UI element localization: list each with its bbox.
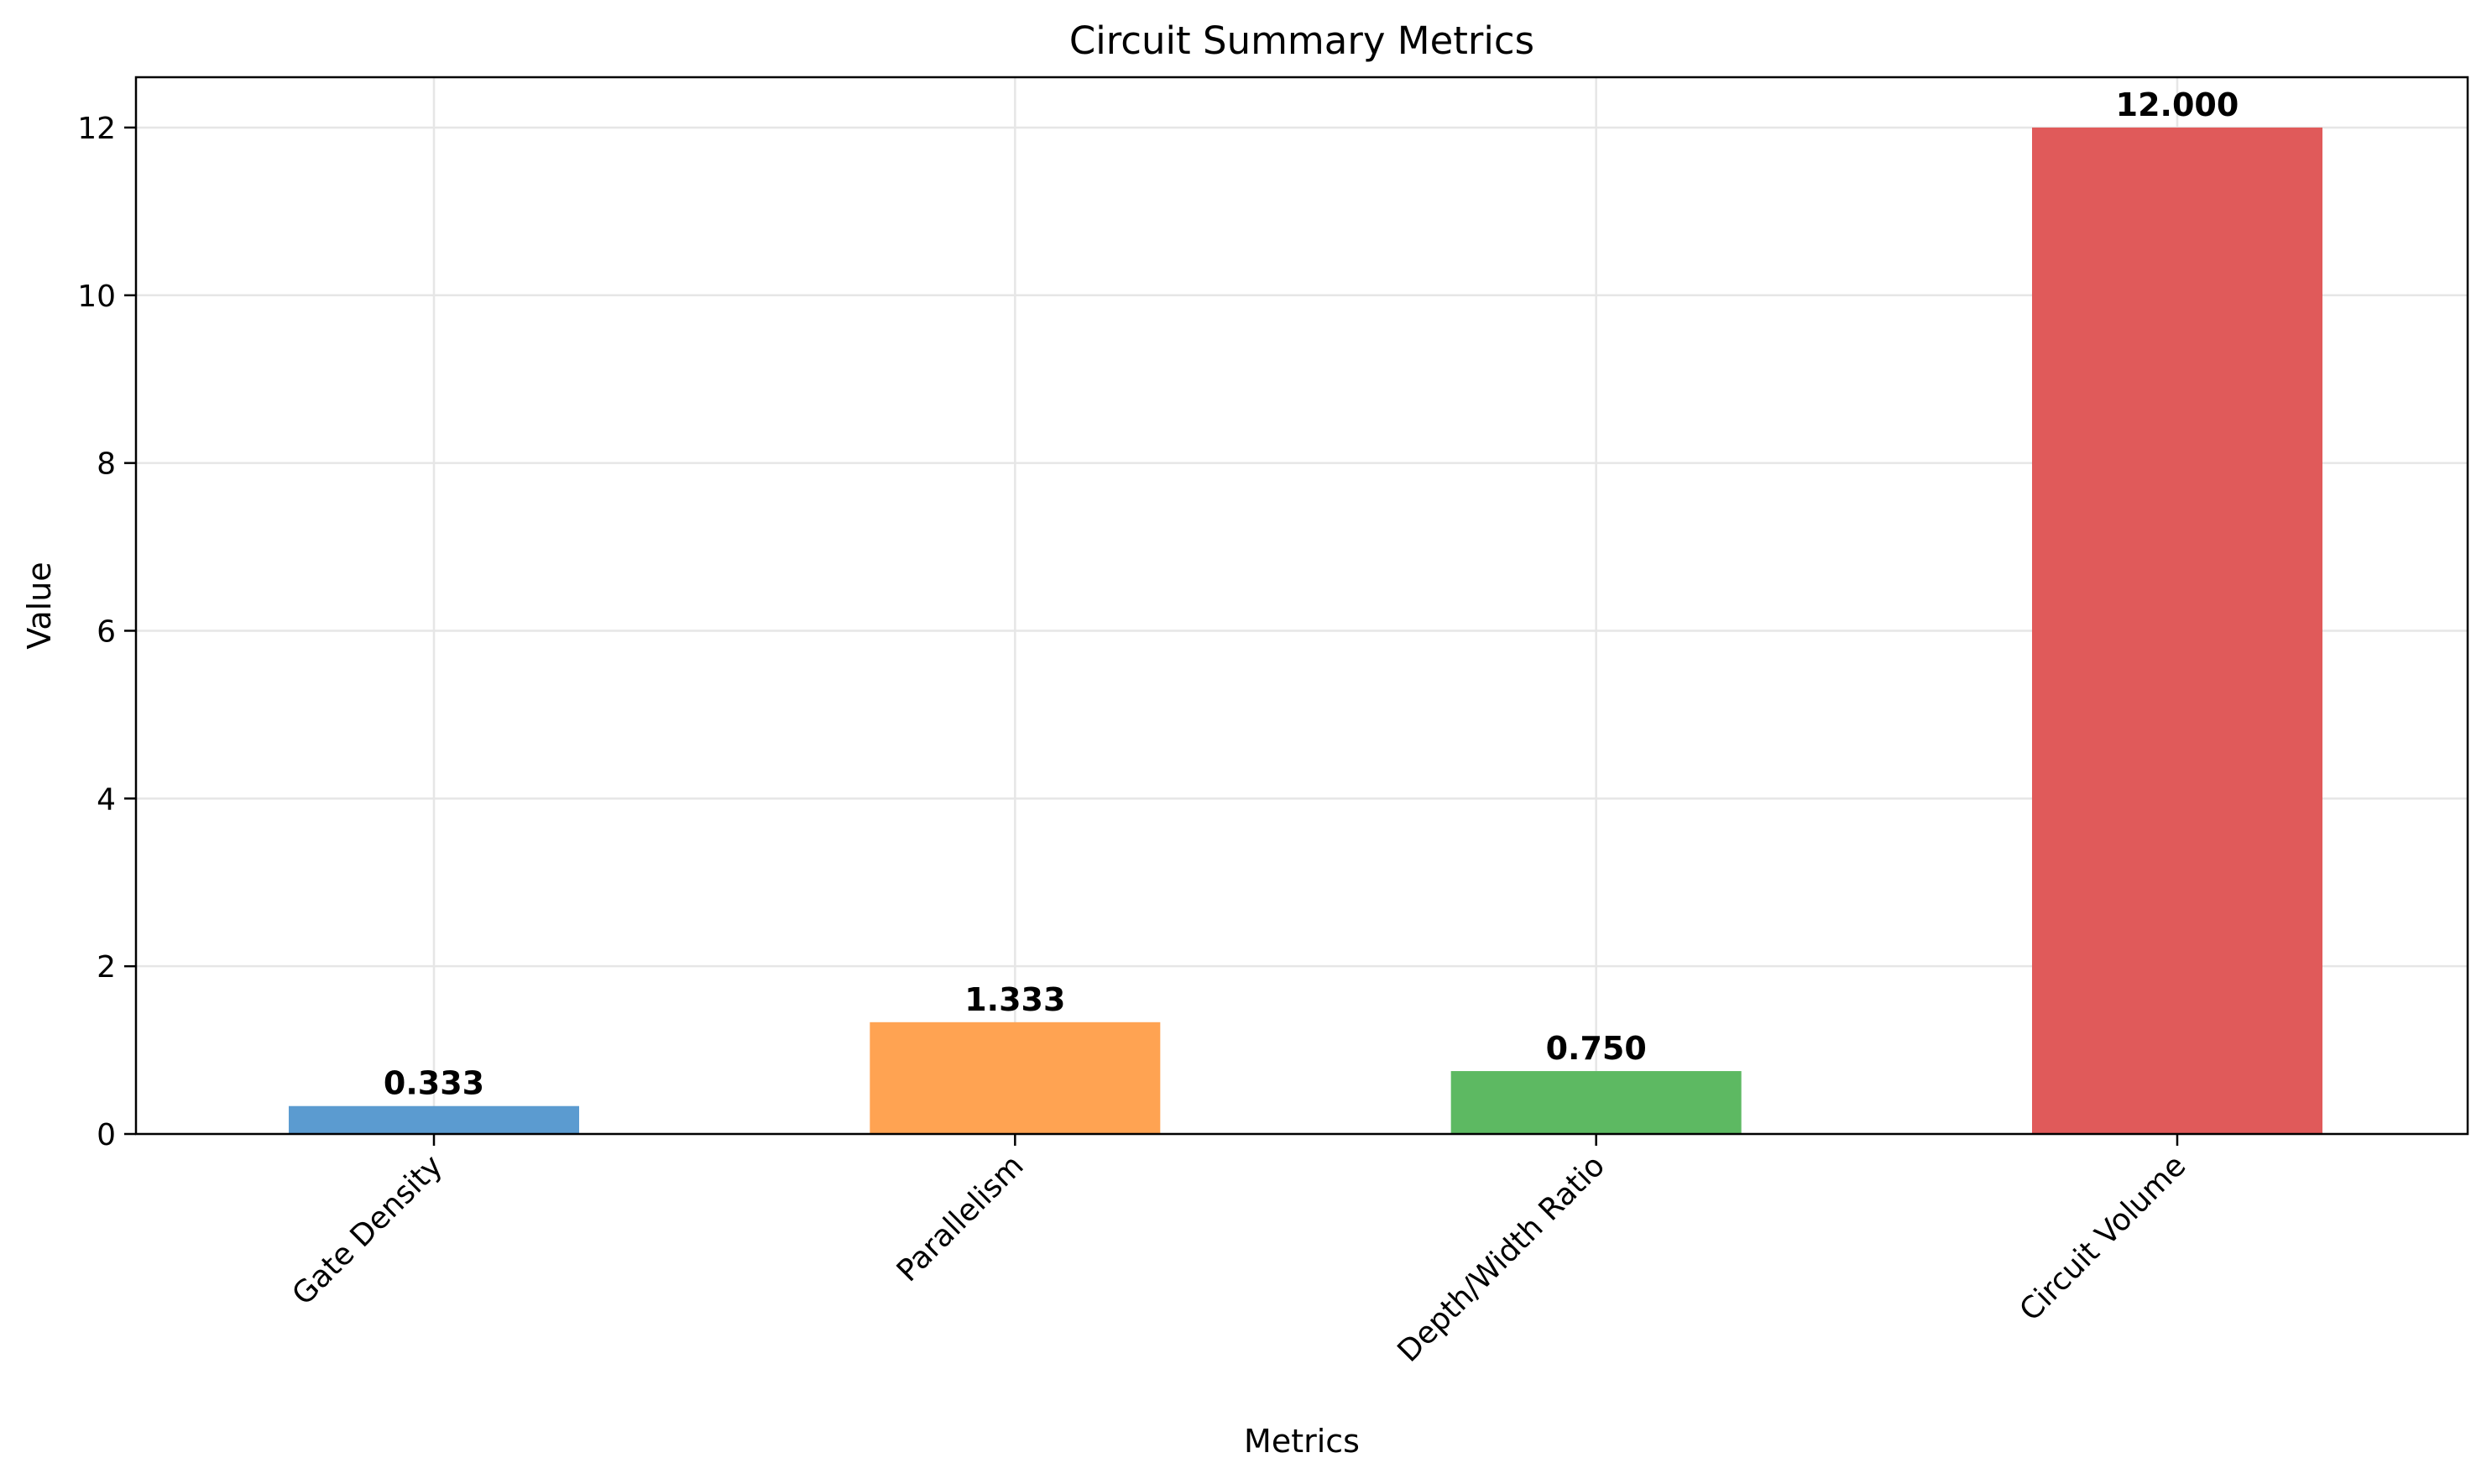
- x-tick-label: Circuit Volume: [2014, 1148, 2193, 1328]
- x-axis-title: Metrics: [1244, 1423, 1360, 1460]
- y-axis-ticks: 0 2 4 6 8 10 12: [77, 112, 136, 1152]
- plot-area-frame: [134, 76, 2469, 1136]
- bar: [2032, 127, 2322, 1134]
- bars: [289, 127, 2322, 1134]
- y-tick-label: 8: [97, 447, 116, 482]
- bar-value-label: 0.750: [1546, 1030, 1647, 1067]
- x-tick-label: Depth/Width Ratio: [1392, 1148, 1612, 1369]
- x-tick-label: Parallelism: [891, 1148, 1031, 1288]
- x-axis-ticks: Gate Density Parallelism Depth/Width Ratio…: [286, 1134, 2193, 1369]
- x-tick-label: Gate Density: [286, 1148, 450, 1312]
- y-tick-label: 10: [77, 280, 116, 314]
- y-axis-title: Value: [21, 562, 58, 649]
- y-tick-label: 4: [97, 782, 116, 817]
- bar: [870, 1022, 1161, 1134]
- bar-value-label: 12.000: [2116, 86, 2239, 123]
- y-tick-label: 2: [97, 950, 116, 985]
- bar: [1450, 1071, 1742, 1134]
- y-tick-label: 6: [97, 614, 116, 649]
- y-tick-label: 12: [77, 112, 116, 146]
- y-tick-label: 0: [97, 1118, 116, 1152]
- chart-title: Circuit Summary Metrics: [1069, 18, 1534, 63]
- bar-value-label: 1.333: [964, 981, 1065, 1018]
- bar: [289, 1105, 579, 1134]
- bar-value-label: 0.333: [384, 1065, 484, 1102]
- data-labels: 0.333 1.333 0.750 12.000: [384, 86, 2239, 1102]
